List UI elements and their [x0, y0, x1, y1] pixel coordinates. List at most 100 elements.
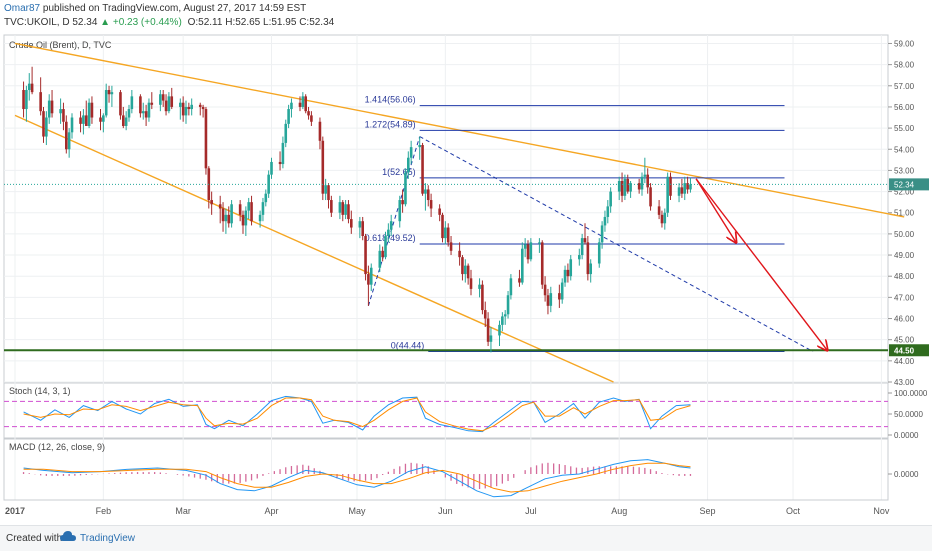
candle-body: [304, 96, 307, 112]
candle-body: [609, 191, 612, 207]
candle-body: [649, 187, 652, 207]
candle-body: [22, 90, 25, 110]
candle-body: [201, 106, 205, 110]
candle-body: [617, 180, 621, 192]
candle-body: [401, 200, 404, 205]
candle: [30, 66, 34, 95]
candle-body: [65, 121, 68, 150]
candle-body: [444, 227, 447, 239]
candle-body: [310, 115, 313, 122]
candle-body: [338, 202, 342, 213]
candle-body: [261, 202, 265, 215]
candle: [663, 208, 667, 230]
tradingview-brand[interactable]: TradingView: [80, 533, 136, 544]
candle: [583, 223, 587, 245]
chart-area[interactable]: 2017 Feb Mar Apr May Jun Jul Aug Sep Oct Nov 59.00 5…: [0, 30, 932, 525]
candle-body: [481, 284, 484, 311]
candle-body: [643, 174, 647, 177]
candle: [640, 172, 644, 196]
candle: [683, 176, 687, 201]
y-tick-label: 59.00: [894, 39, 915, 48]
candle-body: [620, 180, 624, 196]
candle: [603, 210, 607, 232]
y-tick-label: 46.00: [894, 315, 915, 324]
candle-body: [384, 236, 387, 258]
candle: [107, 85, 111, 103]
candle-body: [127, 109, 131, 118]
candle-body: [441, 214, 444, 239]
candle: [119, 90, 122, 120]
candle: [424, 183, 427, 211]
candle-body: [478, 284, 481, 289]
candle: [509, 274, 513, 300]
candle: [381, 246, 384, 262]
candle: [350, 210, 353, 234]
candle-body: [67, 132, 71, 150]
candle-body: [244, 210, 248, 226]
candle-body: [287, 109, 290, 124]
candle-body: [221, 208, 225, 222]
candle: [518, 269, 521, 287]
y-tick-label: 45.00: [894, 336, 915, 345]
x-tick-label: Apr: [264, 506, 278, 516]
author-link[interactable]: Omar87: [4, 3, 41, 14]
candle: [179, 98, 182, 120]
candle: [620, 172, 624, 203]
candle-body: [558, 293, 561, 300]
created-with-text: Created with: [6, 533, 63, 544]
symbol-label: TVC:UKOIL, D: [4, 17, 70, 28]
candle: [244, 206, 248, 237]
candle-body: [489, 335, 493, 342]
candle-body: [523, 244, 527, 249]
candle-body: [600, 225, 604, 243]
candle: [597, 238, 601, 268]
candle-body: [87, 102, 91, 126]
candle: [387, 223, 390, 243]
candle-body: [666, 176, 669, 213]
candle: [290, 98, 293, 118]
y-tick-label: 50.00: [894, 230, 915, 239]
candle: [181, 96, 185, 122]
candle: [301, 92, 305, 110]
open-value: 52.11: [198, 17, 223, 28]
candle-body: [629, 183, 632, 192]
candle: [689, 177, 692, 193]
candle-body: [204, 109, 208, 169]
candle-body: [458, 250, 461, 258]
candle: [122, 106, 125, 129]
candle: [230, 200, 233, 228]
fib-level-label: 1.272(54.89): [365, 119, 416, 129]
candle: [50, 90, 54, 118]
y-tick-label: 43.00: [894, 378, 915, 387]
candle-body: [187, 106, 191, 110]
candle: [62, 102, 65, 131]
candle-body: [59, 109, 62, 114]
candle: [187, 102, 191, 116]
candle: [657, 200, 661, 220]
candle: [190, 98, 193, 116]
candle-body: [102, 115, 105, 122]
stoch-tick-label: 100.0000: [894, 389, 928, 398]
candle-body: [538, 242, 541, 244]
forecast-arrow: [695, 178, 736, 242]
candle: [150, 92, 154, 110]
tradingview-cloud-icon: [60, 531, 76, 541]
candle: [529, 238, 533, 262]
candle: [367, 265, 370, 306]
candle: [204, 106, 208, 175]
candle: [82, 109, 85, 135]
x-tick-label: May: [348, 506, 366, 516]
candle: [461, 255, 464, 281]
candle-body: [324, 185, 327, 194]
projection-dashed: [419, 136, 814, 352]
candle: [45, 111, 48, 146]
candle: [241, 210, 245, 234]
fib-anchor-dashed: [367, 136, 421, 306]
candle: [238, 200, 242, 222]
candle-body: [330, 200, 333, 213]
candle: [446, 223, 450, 247]
candle-body: [110, 92, 114, 95]
x-tick-label: 2017: [5, 506, 25, 516]
stoch-series-1: [23, 397, 691, 432]
candle: [298, 96, 302, 112]
